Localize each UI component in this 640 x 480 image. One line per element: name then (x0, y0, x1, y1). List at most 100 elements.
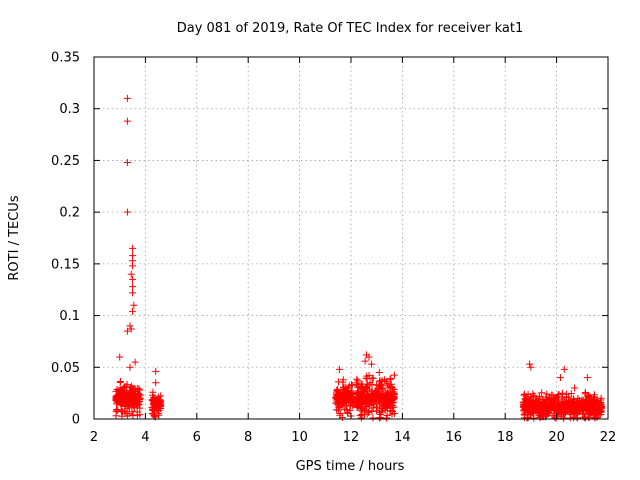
data-point (589, 406, 597, 414)
data-point (122, 409, 130, 417)
data-point (526, 404, 534, 412)
data-point (387, 380, 395, 388)
data-points (112, 94, 606, 422)
y-tick-label: 0.35 (51, 51, 80, 66)
data-point (555, 407, 563, 415)
data-point (131, 358, 139, 366)
data-point (538, 389, 546, 397)
data-point (123, 208, 131, 216)
data-point (382, 414, 390, 422)
data-point (536, 402, 544, 410)
data-point (363, 372, 371, 380)
data-point (368, 374, 376, 382)
data-point (117, 377, 125, 385)
y-axis-label: ROTI / TECUs (7, 195, 22, 280)
data-point (560, 365, 568, 373)
data-point (376, 377, 384, 385)
data-point (585, 414, 593, 422)
data-point (133, 412, 141, 420)
data-point (123, 395, 131, 403)
data-point (344, 387, 352, 395)
data-point (369, 414, 377, 422)
data-point (543, 390, 551, 398)
data-point (119, 387, 127, 395)
data-point (363, 410, 371, 418)
data-point (136, 386, 144, 394)
data-point (388, 384, 396, 392)
data-point (535, 410, 543, 418)
y-tick-label: 0.25 (51, 154, 80, 169)
data-point (535, 394, 543, 402)
data-point (573, 414, 581, 422)
y-tick-label: 0.05 (51, 361, 80, 376)
data-point (531, 400, 539, 408)
data-point (528, 397, 536, 405)
data-point (551, 414, 559, 422)
data-point (123, 389, 131, 397)
x-tick-label: 20 (548, 430, 565, 445)
data-point (376, 377, 384, 385)
x-tick-label: 10 (291, 430, 308, 445)
data-point (587, 397, 595, 405)
data-point (547, 406, 555, 414)
data-point (566, 414, 574, 422)
data-point (340, 386, 348, 394)
data-point (578, 398, 586, 406)
data-point (527, 393, 535, 401)
x-tick-label: 14 (394, 430, 411, 445)
data-point (584, 401, 592, 409)
data-point (335, 404, 343, 412)
data-point (353, 402, 361, 410)
data-point (527, 410, 535, 418)
data-point (133, 402, 141, 410)
y-tick-label: 0.3 (59, 102, 80, 117)
data-point (593, 413, 601, 421)
data-point (129, 307, 137, 315)
data-point (121, 402, 129, 410)
data-point (567, 389, 575, 397)
data-point (590, 407, 598, 415)
data-point (365, 398, 373, 406)
data-point (353, 375, 361, 383)
x-tick-label: 2 (90, 430, 98, 445)
data-point (357, 383, 365, 391)
data-point (123, 117, 131, 125)
data-point (376, 414, 384, 422)
data-point (129, 411, 137, 419)
data-point (378, 401, 386, 409)
data-point (129, 244, 137, 252)
data-point (373, 381, 381, 389)
data-point (384, 399, 392, 407)
data-point (123, 94, 131, 102)
data-point (559, 389, 567, 397)
data-point (368, 407, 376, 415)
data-point (155, 399, 163, 407)
data-point (338, 413, 346, 421)
x-tick-label: 22 (600, 430, 617, 445)
grid (94, 57, 608, 419)
data-point (129, 283, 137, 291)
data-point (376, 392, 384, 400)
data-point (152, 379, 160, 387)
data-point (150, 411, 158, 419)
data-point (358, 399, 366, 407)
data-point (526, 360, 534, 368)
data-point (123, 158, 131, 166)
data-point (556, 374, 564, 382)
data-point (372, 407, 380, 415)
data-point (386, 407, 394, 415)
data-point (127, 397, 135, 405)
data-point (151, 400, 159, 408)
data-point (118, 397, 126, 405)
data-point (361, 388, 369, 396)
data-point (374, 385, 382, 393)
data-point (129, 262, 137, 270)
data-point (542, 398, 550, 406)
data-point (117, 391, 125, 399)
data-point (123, 327, 131, 335)
y-tick-label: 0.1 (59, 309, 80, 324)
data-point (126, 384, 134, 392)
data-point (336, 410, 344, 418)
data-point (352, 379, 360, 387)
